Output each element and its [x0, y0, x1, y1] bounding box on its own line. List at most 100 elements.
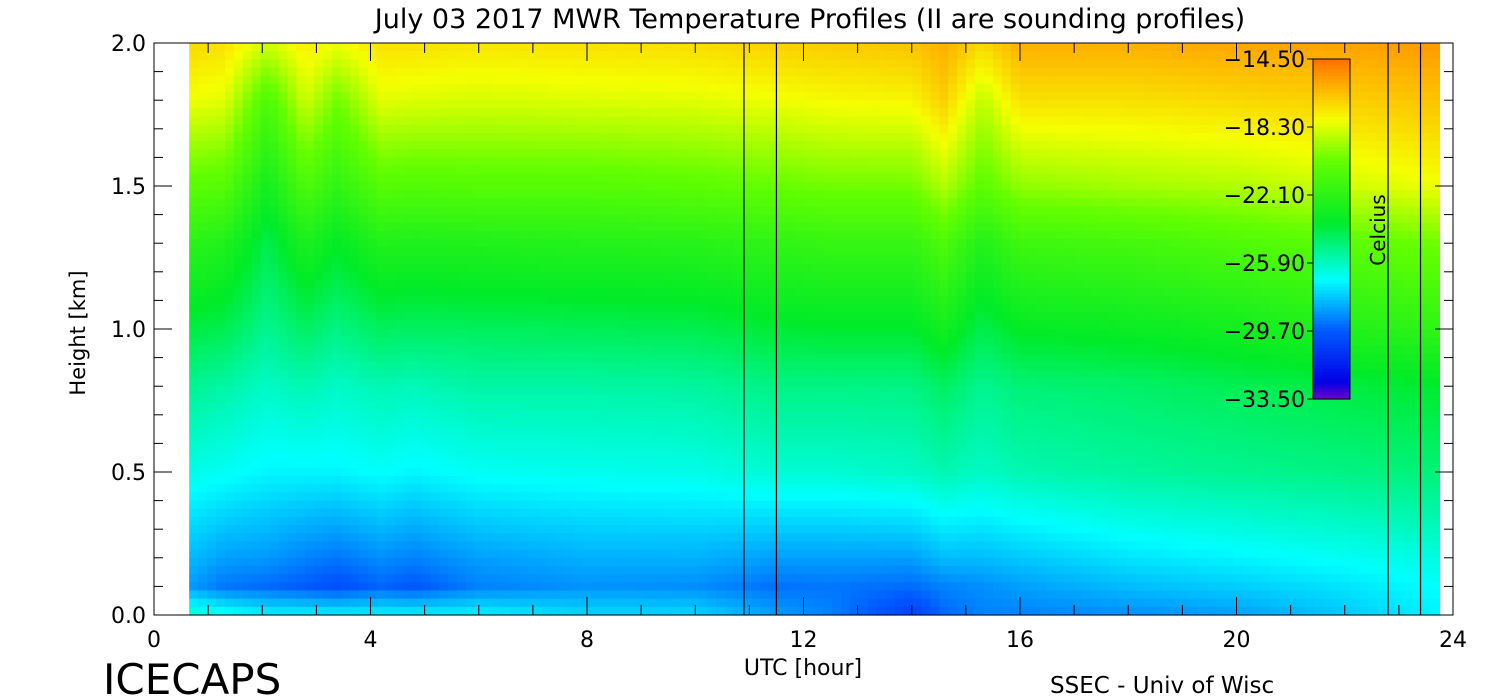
heat-cell: [582, 263, 592, 273]
heat-cell: [448, 459, 458, 469]
heat-cell: [501, 549, 512, 559]
heat-cell: [430, 443, 440, 453]
heat-cell: [680, 181, 690, 191]
heat-cell: [742, 255, 753, 265]
heat-cell: [662, 533, 673, 543]
heat-cell: [483, 320, 494, 330]
heat-cell: [314, 198, 324, 208]
heat-cell: [510, 410, 521, 420]
heat-cell: [742, 312, 753, 322]
heat-cell: [430, 598, 440, 608]
heat-cell: [233, 353, 244, 363]
heat-cell: [537, 59, 548, 69]
heat-cell: [492, 516, 503, 526]
heat-cell: [528, 222, 539, 232]
heat-cell: [394, 59, 405, 69]
heat-cell: [492, 549, 503, 559]
heat-cell: [698, 418, 708, 428]
heat-cell: [474, 271, 485, 281]
heat-cell: [385, 606, 396, 616]
heat-cell: [796, 541, 806, 551]
heat-cell: [198, 43, 208, 52]
heat-cell: [224, 582, 235, 592]
heat-cell: [260, 279, 271, 289]
heat-cell: [224, 198, 235, 208]
heat-cell: [653, 198, 664, 208]
heat-cell: [323, 43, 333, 52]
heat-cell: [198, 476, 208, 485]
heat-cell: [698, 255, 708, 265]
heat-cell: [296, 525, 306, 534]
heat-cell: [492, 467, 503, 477]
heat-cell: [439, 549, 449, 559]
heat-cell: [760, 525, 771, 534]
heat-cell: [233, 533, 244, 543]
heat-cell: [367, 394, 378, 404]
heat-cell: [671, 181, 681, 191]
heat-cell: [733, 165, 744, 175]
heat-cell: [564, 402, 574, 412]
heat-cell: [510, 590, 521, 600]
heat-cell: [519, 247, 530, 257]
heat-cell: [805, 59, 815, 69]
heat-cell: [376, 516, 387, 526]
heat-cell: [305, 320, 315, 330]
heat-cell: [582, 255, 592, 265]
heat-cell: [546, 304, 556, 314]
heat-cell: [474, 59, 485, 69]
heat-cell: [787, 92, 798, 101]
heat-cell: [751, 51, 762, 60]
heat-cell: [796, 582, 806, 592]
heat-cell: [305, 255, 315, 265]
heat-cell: [805, 590, 815, 600]
heat-cell: [698, 598, 708, 608]
heat-cell: [242, 565, 253, 575]
heat-cell: [269, 459, 280, 469]
heat-cell: [314, 100, 324, 109]
heat-cell: [233, 206, 244, 216]
heat-cell: [751, 557, 762, 567]
heat-cell: [421, 198, 431, 208]
heat-cell: [778, 116, 789, 126]
heat-cell: [385, 263, 396, 273]
heat-cell: [332, 230, 342, 240]
heat-cell: [599, 214, 610, 224]
heat-cell: [296, 288, 306, 297]
heat-cell: [269, 500, 280, 510]
heat-cell: [796, 239, 806, 248]
heat-cell: [349, 369, 360, 379]
heat-cell: [483, 255, 494, 265]
heat-cell: [421, 337, 431, 346]
heat-cell: [323, 549, 333, 559]
heat-cell: [608, 386, 619, 395]
heat-cell: [251, 484, 262, 494]
heat-cell: [796, 312, 806, 322]
heat-cell: [260, 606, 271, 616]
heat-cell: [296, 565, 306, 575]
heat-cell: [457, 100, 467, 109]
heat-cell: [251, 549, 262, 559]
heat-cell: [332, 533, 342, 543]
heat-cell: [617, 206, 628, 216]
heat-cell: [242, 247, 253, 257]
heat-cell: [233, 222, 244, 232]
heat-cell: [296, 557, 306, 567]
heat-cell: [412, 476, 422, 485]
heat-cell: [215, 247, 226, 257]
heat-cell: [707, 525, 717, 534]
heat-cell: [412, 263, 422, 273]
heat-cell: [778, 296, 789, 306]
heat-cell: [385, 320, 396, 330]
heat-cell: [439, 492, 449, 502]
heat-cell: [403, 378, 414, 387]
heat-cell: [778, 124, 789, 134]
heat-cell: [742, 590, 753, 600]
heat-cell: [653, 108, 664, 118]
heat-cell: [215, 222, 226, 232]
heat-cell: [358, 255, 369, 265]
heat-cell: [599, 141, 610, 150]
heat-cell: [278, 451, 289, 461]
heat-cell: [510, 582, 521, 592]
heat-cell: [233, 598, 244, 608]
heat-cell: [805, 132, 815, 142]
